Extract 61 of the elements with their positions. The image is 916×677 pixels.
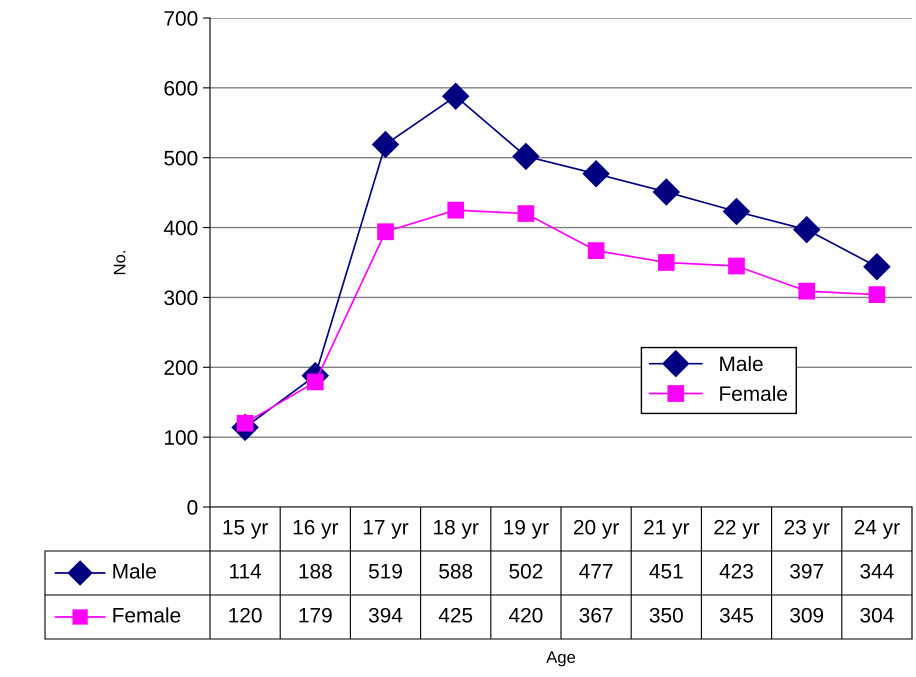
point [723, 198, 750, 225]
point [447, 202, 464, 218]
y-tick-label: 0 [187, 500, 198, 515]
data-label: 477 [579, 564, 612, 578]
x-tick-label: 15 yr [224, 520, 268, 539]
data-label: 394 [368, 608, 402, 623]
point [372, 130, 399, 158]
data-label: 451 [649, 564, 683, 579]
data-label: 420 [509, 608, 542, 623]
point [442, 82, 470, 110]
x-tick-label: 17 yr [364, 520, 408, 539]
point [728, 258, 745, 274]
text: Female [113, 607, 180, 623]
point [658, 254, 675, 271]
x-tick-label: 20 yr [574, 520, 619, 539]
y-tick-label: 500 [164, 150, 198, 166]
x-tick-label: 18 yr [434, 520, 479, 539]
y-tick-label: 100 [165, 430, 198, 445]
x-tick-label: 21 yr [644, 520, 690, 539]
point [868, 286, 886, 303]
y-axis-title: No. [114, 251, 126, 274]
x-tick-label: 19 yr [504, 520, 549, 539]
point [518, 205, 534, 222]
data-label: 120 [229, 608, 262, 623]
y-tick-label: 700 [164, 11, 198, 26]
point [863, 253, 890, 280]
data-label: 309 [790, 608, 824, 623]
data-label: 179 [300, 608, 332, 623]
data-label: 350 [650, 608, 683, 623]
data-label: 344 [860, 564, 894, 579]
data-label: 304 [860, 608, 894, 623]
point [798, 282, 816, 300]
point [652, 178, 680, 206]
point [582, 160, 610, 188]
legend-label: Male [720, 356, 763, 372]
data-label: 397 [790, 564, 824, 579]
x-tick-label: 24 yr [854, 520, 900, 539]
point [588, 242, 604, 259]
data-label: 114 [230, 564, 262, 578]
y-tick-label: 400 [164, 220, 198, 236]
text: Age [546, 651, 576, 666]
data-label: 588 [439, 564, 472, 579]
point [306, 374, 324, 390]
point [512, 142, 540, 170]
x-tick-label: 22 yr [714, 520, 760, 539]
legend-label: Female [720, 386, 788, 401]
x-tick-label: 23 yr [784, 520, 830, 539]
point [377, 223, 394, 240]
text: Male [113, 563, 156, 579]
data-label: 502 [509, 564, 542, 579]
x-tick-label: 16 yr [294, 520, 338, 539]
data-label: 188 [300, 564, 332, 579]
point [793, 216, 820, 244]
y-tick-label: 300 [164, 290, 198, 306]
data-label: 367 [580, 608, 612, 623]
data-label: 425 [438, 608, 472, 623]
y-tick-label: 600 [164, 80, 198, 96]
data-label: 423 [720, 564, 753, 579]
data-label: 345 [720, 608, 754, 623]
y-tick-label: 200 [164, 360, 198, 376]
data-label: 519 [368, 564, 402, 579]
